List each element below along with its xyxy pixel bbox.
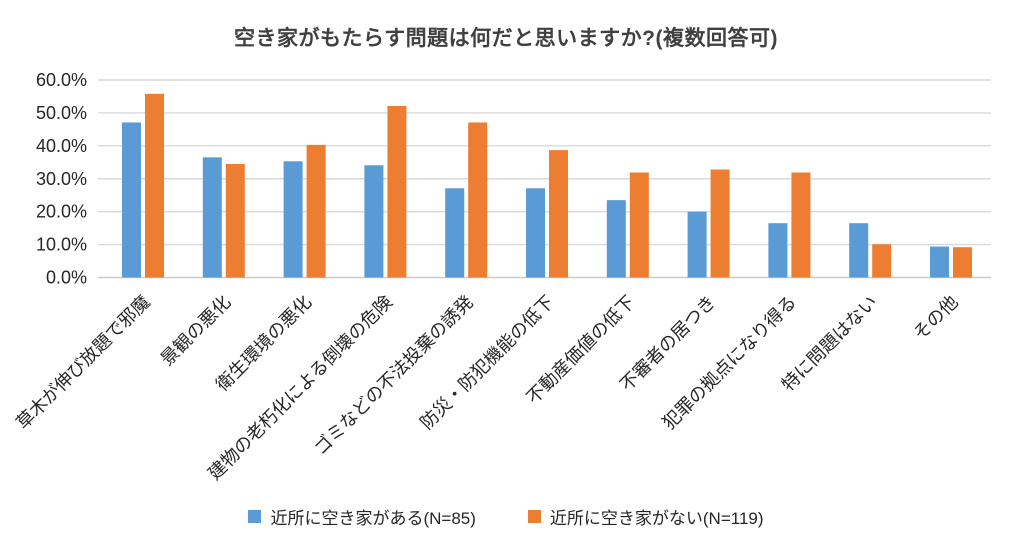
bar-blue bbox=[202, 157, 222, 278]
bar-orange bbox=[549, 150, 568, 278]
bar-orange bbox=[710, 169, 730, 278]
bar-blue bbox=[768, 223, 788, 278]
bar-blue bbox=[687, 211, 707, 278]
x-axis-category-label: 犯罪の拠点になり得る bbox=[659, 292, 800, 433]
y-axis-tick-label: 40.0% bbox=[36, 136, 87, 156]
legend-item-no-vacant-house: 近所に空き家がない(N=119) bbox=[527, 504, 764, 529]
y-axis-tick-label: 50.0% bbox=[36, 103, 87, 123]
x-axis-category-label: 防災・防犯機能の低下 bbox=[416, 292, 557, 433]
legend-item-has-vacant-house: 近所に空き家がある(N=85) bbox=[248, 504, 476, 529]
x-axis-category-label: ゴミなどの不法投棄の誘発 bbox=[310, 292, 477, 459]
legend-label: 近所に空き家がある(N=85) bbox=[270, 509, 476, 528]
y-axis-tick-label: 30.0% bbox=[36, 169, 87, 189]
y-axis-tick-label: 20.0% bbox=[36, 202, 87, 222]
bar-orange bbox=[629, 172, 649, 278]
y-axis-tick-label: 10.0% bbox=[36, 235, 87, 255]
legend-swatch-orange bbox=[527, 510, 541, 523]
chart-title: 空き家がもたらす問題は何だと思いますか?(複数回答可) bbox=[234, 27, 778, 50]
bar-blue bbox=[364, 165, 384, 278]
bar-orange bbox=[791, 172, 811, 278]
x-axis-category-label: 景観の悪化 bbox=[157, 292, 235, 370]
x-axis-category-label: その他 bbox=[910, 292, 962, 344]
bar-blue bbox=[849, 223, 869, 278]
legend-swatch-blue bbox=[248, 510, 262, 523]
bar-orange bbox=[387, 106, 407, 278]
bar-blue bbox=[283, 161, 303, 278]
bar-blue bbox=[606, 200, 626, 278]
bar-orange bbox=[953, 247, 972, 278]
bar-orange bbox=[872, 244, 892, 278]
y-axis-tick-label: 60.0% bbox=[36, 70, 87, 90]
bar-blue bbox=[930, 246, 949, 278]
bar-orange bbox=[468, 122, 488, 278]
bar-orange bbox=[306, 144, 326, 278]
legend-label: 近所に空き家がない(N=119) bbox=[549, 509, 764, 528]
bar-blue bbox=[526, 188, 545, 278]
bar-blue bbox=[445, 188, 465, 278]
bar-orange bbox=[145, 93, 164, 278]
y-axis-tick-label: 0.0% bbox=[46, 268, 87, 288]
bar-blue bbox=[122, 122, 141, 278]
chart-legend: 近所に空き家がある(N=85) 近所に空き家がない(N=119) bbox=[0, 504, 1012, 529]
x-axis-category-label: 草木が伸び放題で邪魔 bbox=[12, 292, 153, 433]
bar-orange bbox=[225, 163, 245, 278]
